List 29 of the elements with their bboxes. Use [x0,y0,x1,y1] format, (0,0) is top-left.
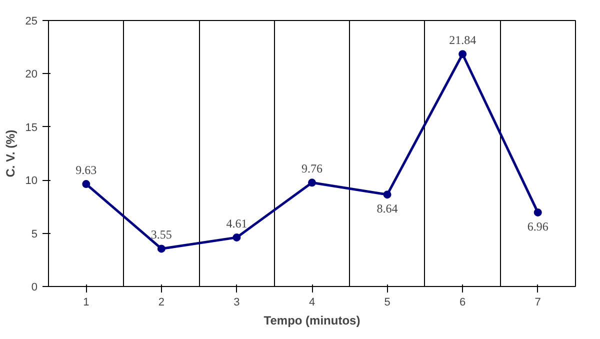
y-tick-label: 25 [25,16,38,28]
x-tick-label: 7 [534,296,541,308]
point [232,233,241,242]
data-label: 4.61 [226,216,248,230]
x-tick-label: 5 [384,296,390,308]
point [383,190,392,199]
point [458,50,467,58]
point [308,178,316,187]
data-label: 9.63 [76,163,97,178]
point [534,208,542,216]
data-label: 3.55 [150,228,172,242]
x-tick-label: 1 [83,296,90,308]
x-tick-label: 4 [308,296,316,308]
x-axis-title: Tempo (minutos) [264,314,360,328]
y-tick-label: 20 [25,68,38,81]
x-tick-label: 3 [234,296,240,308]
data-label: 6.96 [527,219,548,234]
y-tick-label: 15 [25,122,38,134]
point [82,180,90,188]
data-label: 21.84 [449,33,476,48]
y-tick-label: 10 [25,175,38,188]
point [157,244,166,253]
data-label: 9.76 [302,162,322,176]
x-tick-label: 2 [158,296,164,308]
y-axis-title: C. V. (%) [3,130,18,178]
x-tick-label: 6 [460,296,466,308]
y-tick-label: 0 [31,282,38,294]
y-tick-label: 5 [31,228,38,240]
data-label: 8.64 [376,202,398,216]
